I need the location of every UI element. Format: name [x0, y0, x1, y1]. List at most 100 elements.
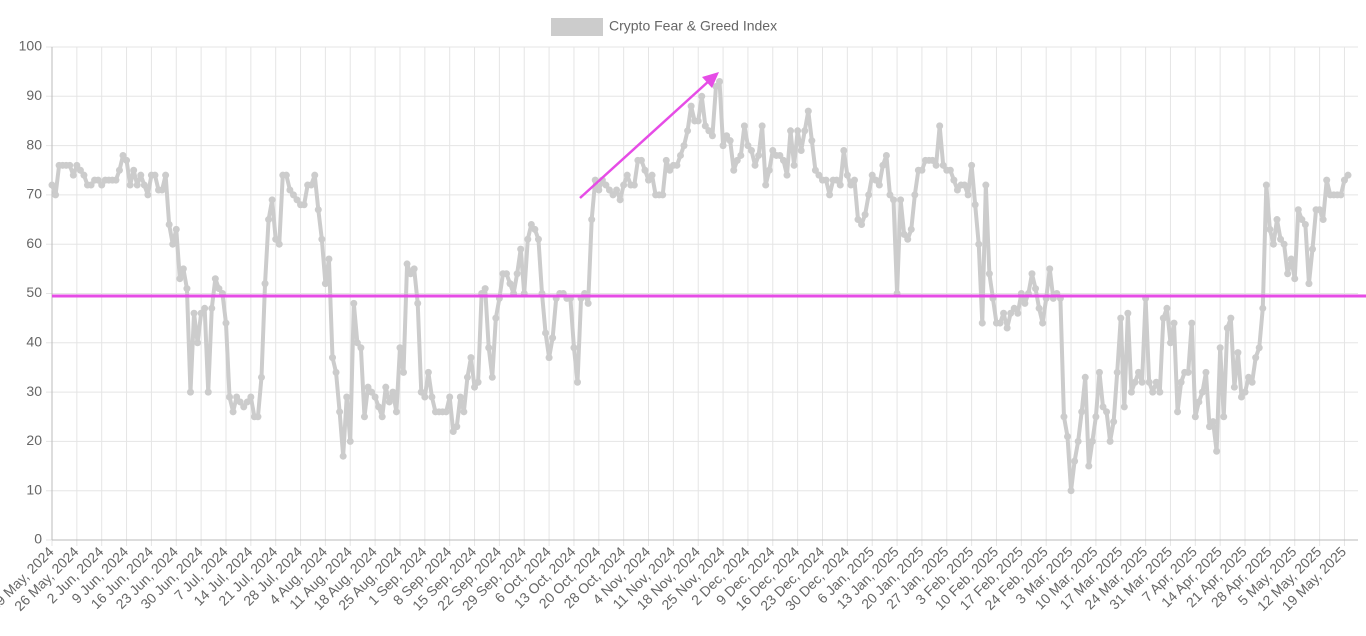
data-point: [325, 255, 333, 263]
data-point: [1156, 388, 1164, 396]
data-point: [364, 383, 372, 391]
data-point: [687, 102, 695, 110]
data-point: [1319, 216, 1327, 224]
y-tick-label: 80: [26, 136, 42, 152]
data-point: [1316, 206, 1324, 214]
data-point: [740, 122, 748, 130]
data-point: [243, 398, 251, 406]
data-point: [723, 132, 731, 140]
data-point: [822, 176, 830, 184]
data-point: [673, 161, 681, 169]
data-point: [151, 171, 159, 179]
annotation-arrow-head: [702, 72, 719, 88]
data-point: [169, 240, 177, 248]
data-point: [300, 201, 308, 209]
data-point: [389, 388, 397, 396]
data-point: [1078, 408, 1086, 416]
y-tick-label: 90: [26, 87, 42, 103]
data-point: [94, 176, 102, 184]
data-point: [1277, 235, 1285, 243]
data-point: [719, 142, 727, 150]
data-point: [268, 196, 276, 204]
data-point: [524, 235, 532, 243]
data-point: [779, 156, 787, 164]
data-point: [506, 280, 514, 288]
data-point: [456, 393, 464, 401]
data-point: [1113, 368, 1121, 376]
data-point: [694, 117, 702, 125]
data-point: [140, 181, 148, 189]
data-point: [733, 156, 741, 164]
data-point: [332, 368, 340, 376]
legend-label[interactable]: Crypto Fear & Greed Index: [609, 18, 777, 34]
data-point: [176, 275, 184, 283]
y-tick-label: 0: [34, 531, 42, 547]
data-point: [247, 393, 255, 401]
data-point: [474, 378, 482, 386]
data-point: [98, 181, 106, 189]
data-point: [350, 299, 358, 307]
data-point: [1163, 304, 1171, 312]
data-point: [676, 151, 684, 159]
y-tick-label: 100: [19, 38, 43, 54]
data-point: [1262, 181, 1270, 189]
data-point: [449, 428, 457, 436]
data-point: [1174, 408, 1182, 416]
data-point: [321, 280, 329, 288]
data-point: [371, 393, 379, 401]
data-point: [964, 191, 972, 199]
data-point: [343, 393, 351, 401]
data-point: [886, 191, 894, 199]
data-point: [424, 368, 432, 376]
data-point: [1191, 413, 1199, 421]
data-point: [396, 344, 404, 352]
data-point: [968, 161, 976, 169]
data-point: [360, 413, 368, 421]
data-point: [400, 368, 408, 376]
data-point: [460, 408, 468, 416]
data-point: [946, 166, 954, 174]
plot: [48, 78, 1366, 495]
data-point: [1106, 437, 1114, 445]
data-point: [1007, 309, 1015, 317]
data-point: [1166, 339, 1174, 347]
data-point: [314, 206, 322, 214]
data-point: [971, 201, 979, 209]
data-point: [69, 171, 77, 179]
data-point: [907, 225, 915, 233]
data-point: [481, 285, 489, 293]
data-point: [850, 176, 858, 184]
data-point: [208, 304, 216, 312]
data-point: [868, 171, 876, 179]
data-point: [918, 166, 926, 174]
data-point: [932, 161, 940, 169]
data-point: [776, 151, 784, 159]
data-point: [1237, 393, 1245, 401]
data-point: [1120, 403, 1128, 411]
data-point: [737, 151, 745, 159]
data-point: [137, 171, 145, 179]
y-tick-label: 50: [26, 284, 42, 300]
data-point: [929, 156, 937, 164]
data-point: [1159, 314, 1167, 322]
data-point: [307, 181, 315, 189]
data-point: [1259, 304, 1267, 312]
data-point: [123, 156, 131, 164]
data-point: [346, 437, 354, 445]
legend-swatch[interactable]: [551, 18, 603, 36]
data-point: [605, 186, 613, 194]
data-point: [1099, 403, 1107, 411]
data-point: [705, 127, 713, 135]
data-point: [1241, 388, 1249, 396]
data-point: [595, 186, 603, 194]
data-point: [165, 220, 173, 228]
data-point: [1230, 383, 1238, 391]
data-point: [865, 191, 873, 199]
data-point: [602, 181, 610, 189]
data-point: [254, 413, 262, 421]
data-point: [953, 186, 961, 194]
data-point: [1010, 304, 1018, 312]
data-point: [790, 161, 798, 169]
